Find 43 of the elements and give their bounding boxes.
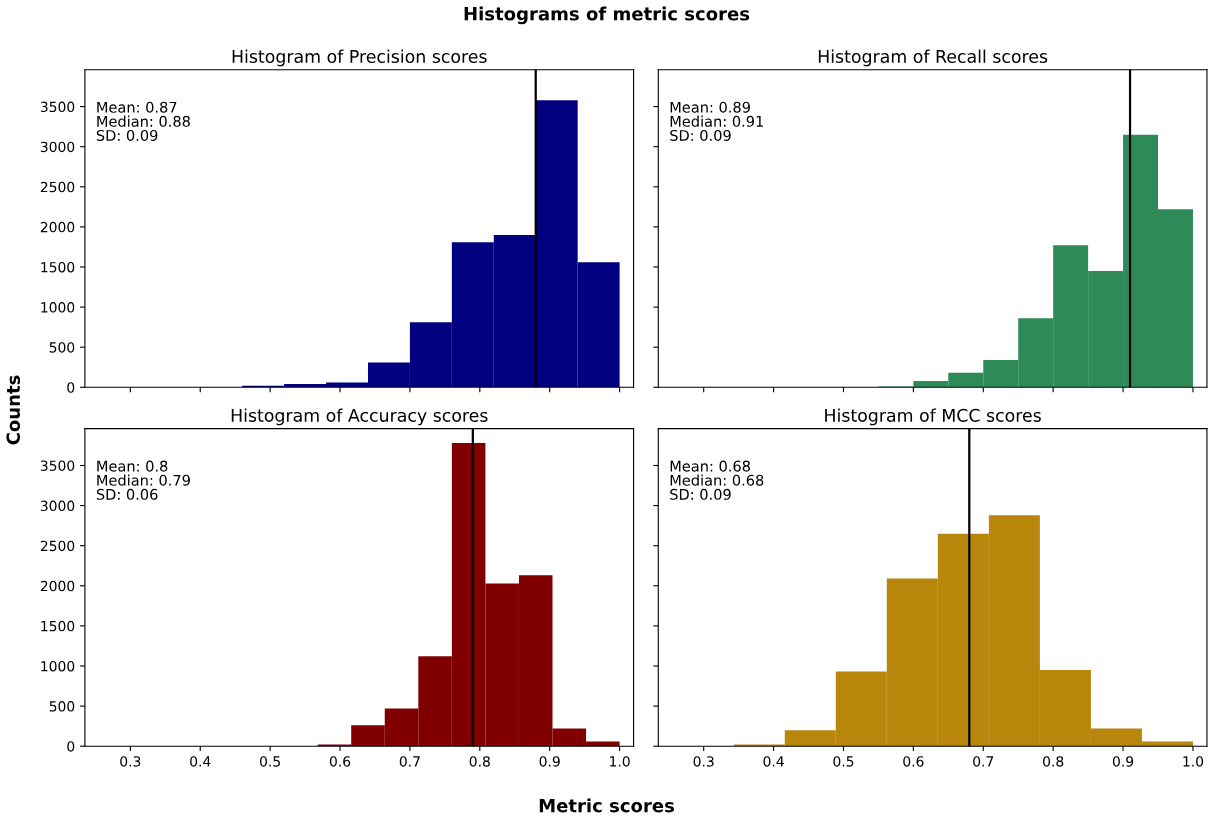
- x-tick-label: 0.9: [539, 756, 560, 767]
- y-tick-label: 3000: [40, 500, 75, 512]
- y-tick-label: 1000: [41, 302, 75, 313]
- x-tick-label: 0.5: [260, 756, 280, 767]
- y-tick-label: 0: [67, 382, 75, 393]
- x-tick-label: 0.9: [1112, 756, 1134, 767]
- y-tick-label: 2500: [40, 181, 75, 193]
- y-tick-label: 1500: [41, 620, 75, 632]
- x-tick-label: 0.4: [763, 756, 784, 767]
- text: Histograms of metric scores: [464, 6, 750, 25]
- x-tick-label: 0.6: [329, 756, 351, 767]
- annotation: Mean: 0.87 Median: 0.88 SD: 0.09: [96, 101, 190, 141]
- y-tick-label: 1500: [41, 261, 75, 273]
- y-tick-label: 2000: [40, 580, 75, 592]
- chart-title: Histogram of Accuracy scores: [231, 408, 488, 426]
- x-tick-label: 0.7: [973, 756, 994, 767]
- x-tick-label: 0.3: [693, 756, 714, 767]
- x-tick-label: 0.6: [903, 756, 924, 767]
- x-tick-label: 0.8: [469, 756, 490, 767]
- annotation: Mean: 0.68 Median: 0.68 SD: 0.09: [670, 460, 764, 500]
- chart-title: Histogram of MCC scores: [825, 408, 1041, 426]
- y-axis-title: Counts: [6, 375, 21, 445]
- y-tick-label: 2500: [40, 540, 75, 552]
- x-tick-label: 1.0: [610, 756, 630, 767]
- y-tick-label: 3000: [40, 141, 75, 153]
- x-tick-label: 0.8: [1043, 756, 1064, 767]
- x-tick-label: 0.4: [190, 756, 211, 767]
- y-tick-label: 3500: [40, 460, 75, 471]
- y-tick-label: 500: [49, 342, 75, 353]
- x-tick-label: 0.3: [120, 756, 141, 767]
- x-axis-title: Metric scores: [539, 798, 674, 813]
- chart-title: Histogram of Precision scores: [232, 49, 487, 67]
- annotation: Mean: 0.89 Median: 0.91 SD: 0.09: [670, 101, 763, 141]
- annotation: Mean: 0.8 Median: 0.79 SD: 0.06: [96, 460, 190, 500]
- y-tick-label: 0: [67, 741, 75, 752]
- x-tick-label: 0.5: [833, 756, 854, 767]
- y-tick-label: 2000: [40, 221, 75, 233]
- y-tick-label: 3500: [40, 101, 75, 113]
- x-tick-label: 1.0: [1183, 756, 1204, 767]
- x-tick-label: 0.7: [399, 756, 420, 767]
- chart-title: Histogram of Recall scores: [818, 49, 1048, 67]
- y-tick-label: 1000: [41, 660, 75, 672]
- y-tick-label: 500: [49, 701, 75, 712]
